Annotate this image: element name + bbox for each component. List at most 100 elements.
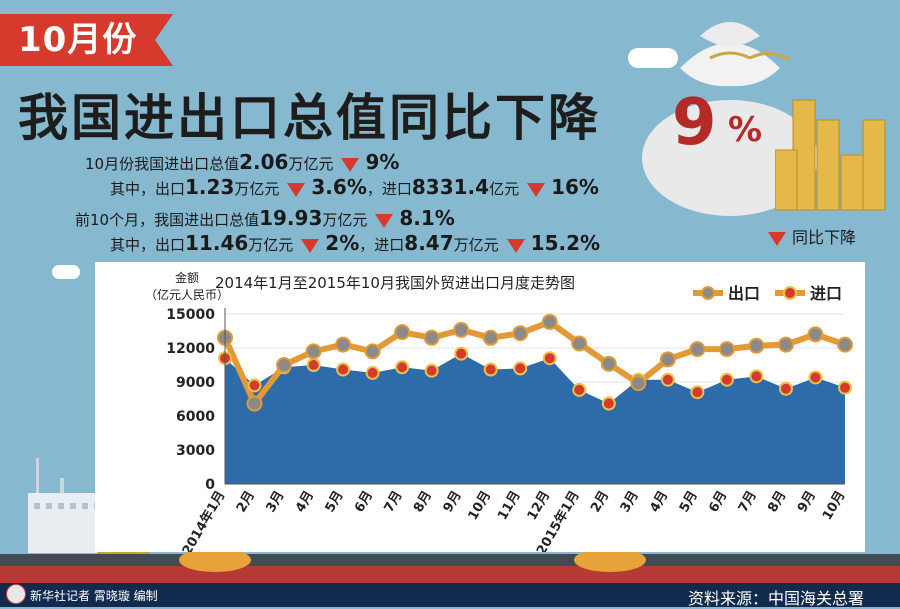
export-point (630, 375, 647, 392)
stat-change: 15.2% (530, 231, 601, 255)
stat-change: 16% (551, 175, 599, 199)
import-point (778, 381, 793, 396)
import-point (395, 360, 410, 375)
y-tick-label: 3000 (176, 443, 215, 459)
import-point (424, 363, 439, 378)
xinhua-logo-icon (6, 584, 26, 604)
x-tick-label: 3月 (618, 489, 642, 516)
down-triangle-icon (301, 238, 320, 253)
stat-change: 3.6% (311, 175, 367, 199)
x-tick-label: 2月 (234, 489, 258, 516)
x-tick-label: 4月 (647, 489, 671, 516)
export-point (305, 343, 322, 360)
export-point (571, 335, 588, 352)
stat-value: 2.06 (239, 150, 289, 174)
y-tick-label: 9000 (176, 375, 215, 391)
stat-unit: 万亿元 (234, 180, 280, 198)
export-point (482, 329, 499, 346)
cloud-decoration (628, 48, 678, 68)
import-point (660, 372, 675, 387)
x-tick-label: 8月 (765, 489, 789, 516)
stat-unit: 万亿元 (288, 155, 334, 173)
chart-legend: 出口 进口 (693, 284, 842, 303)
stat-line-4: 其中，出口11.46万亿元 2%，进口8.47万亿元 15.2% (110, 231, 600, 255)
x-tick-label: 12月 (525, 489, 554, 523)
export-point (689, 341, 706, 358)
import-point (749, 369, 764, 384)
down-triangle-icon (506, 238, 525, 253)
y-axis-label: 金额 (175, 270, 199, 285)
export-point (335, 336, 352, 353)
down-triangle-icon (287, 182, 306, 197)
x-tick-label: 2月 (588, 489, 612, 516)
import-point (306, 358, 321, 372)
import-point (601, 396, 616, 411)
x-tick-label: 3月 (263, 489, 287, 516)
import-point (365, 365, 380, 380)
y-axis-label: （亿元人民币） (145, 287, 229, 302)
export-line (222, 318, 846, 407)
stat-value: 1.23 (185, 175, 235, 199)
credit-text: 新华社记者 霄晓璇 编制 (30, 589, 158, 603)
stat-value: 8331.4 (411, 175, 490, 199)
money-bag-icon (642, 22, 818, 216)
stat-text: 其中，出口 (110, 180, 186, 198)
stat-change: 9% (365, 150, 400, 174)
x-tick-label: 4月 (293, 489, 317, 516)
decline-legend-label: 同比下降 (792, 228, 857, 247)
stat-text: ，进口 (359, 236, 405, 254)
stat-change: 2% (325, 231, 360, 255)
import-point (454, 346, 469, 361)
month-banner: 10月份 (0, 14, 155, 66)
stat-line-1: 10月份我国进出口总值2.06万亿元 9% (85, 150, 399, 174)
y-tick-label: 6000 (176, 409, 215, 425)
chart-title: 2014年1月至2015年10月我国外贸进出口月度走势图 (215, 274, 575, 292)
down-triangle-icon (375, 213, 394, 228)
hero-percent-number: 9 (672, 86, 717, 160)
import-point (572, 382, 587, 397)
export-point (659, 351, 676, 368)
export-point (541, 313, 558, 330)
import-point (542, 351, 557, 366)
stat-line-3: 前10个月，我国进出口总值19.93万亿元 8.1% (75, 206, 455, 230)
x-tick-label: 11月 (495, 489, 524, 523)
import-point (483, 362, 498, 377)
import-point (808, 370, 823, 385)
coin-stack-icon (775, 99, 886, 211)
import-area-shape (225, 353, 845, 484)
legend-import-marker (783, 286, 797, 300)
export-point (453, 321, 470, 338)
stat-unit: 万亿元 (453, 236, 499, 254)
stat-change: 8.1% (399, 206, 455, 230)
export-point (748, 337, 765, 354)
export-point (600, 355, 617, 372)
data-source: 资料来源：中国海关总署 (688, 589, 865, 608)
hero-percent-sign: % (728, 110, 763, 150)
chart-panel: 2014年1月至2015年10月我国外贸进出口月度走势图 金额 （亿元人民币） … (95, 262, 865, 552)
legend-export-marker (701, 286, 715, 300)
export-point (718, 341, 735, 358)
chart-marks (217, 313, 853, 412)
trade-trend-chart: 2014年1月至2015年10月我国外贸进出口月度走势图 金额 （亿元人民币） … (145, 270, 853, 552)
export-point (423, 329, 440, 346)
stat-line-2: 其中，出口1.23万亿元 3.6%，进口8331.4亿元 16% (110, 175, 599, 199)
import-point (336, 362, 351, 377)
export-point (364, 343, 381, 360)
x-tick-label: 9月 (441, 489, 465, 516)
export-point (837, 336, 853, 353)
x-tick-label: 5月 (323, 489, 347, 516)
stat-unit: 万亿元 (322, 211, 368, 229)
x-tick-label: 7月 (736, 489, 760, 516)
stat-value: 19.93 (259, 206, 323, 230)
stat-text: ，进口 (366, 180, 412, 198)
x-tick-label: 6月 (706, 489, 730, 516)
stat-unit: 亿元 (489, 180, 520, 198)
y-tick-label: 12000 (166, 341, 215, 357)
export-series-line (222, 318, 846, 407)
export-point (394, 324, 411, 341)
down-triangle-icon (527, 182, 546, 197)
decline-legend: 同比下降 (760, 224, 856, 248)
page-title: 我国进出口总值同比下降 (18, 89, 601, 147)
import-point (719, 372, 734, 387)
y-tick-label: 15000 (166, 307, 215, 323)
